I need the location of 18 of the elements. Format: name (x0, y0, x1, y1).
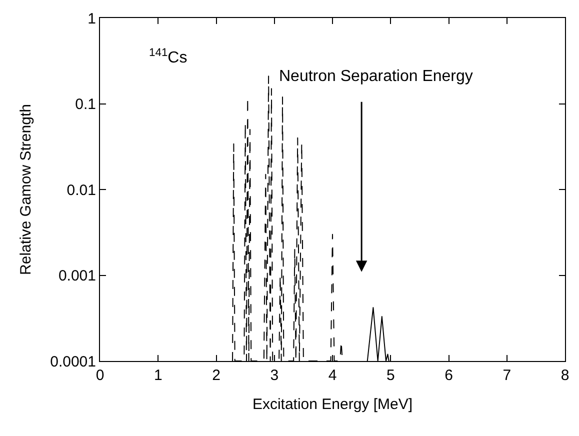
x-tick-label: 8 (560, 367, 570, 384)
annotation: $^{141}$Cs (149, 47, 188, 67)
x-tick-label: 3 (270, 367, 279, 384)
x-tick-label: 7 (502, 367, 512, 384)
x-tick-label: 1 (154, 367, 162, 384)
x-tick-label: 5 (386, 367, 395, 384)
y-tick-label: 0.01 (66, 182, 96, 199)
x-axis-title: Excitation Energy [MeV] (252, 396, 413, 413)
y-axis-title: Relative Gamow Strength (17, 104, 34, 275)
y-tick-label: 0.0001 (50, 353, 96, 370)
x-tick-label: 0 (96, 367, 104, 384)
y-tick-label: 1 (88, 10, 96, 28)
x-tick-label: 4 (328, 367, 337, 384)
x-tick-label: 2 (212, 367, 220, 384)
annotation: Neutron Separation Energy (279, 68, 473, 85)
x-tick-label: 6 (444, 367, 453, 384)
y-tick-label: 0.1 (75, 96, 96, 113)
y-tick-label: 0.001 (58, 268, 96, 284)
